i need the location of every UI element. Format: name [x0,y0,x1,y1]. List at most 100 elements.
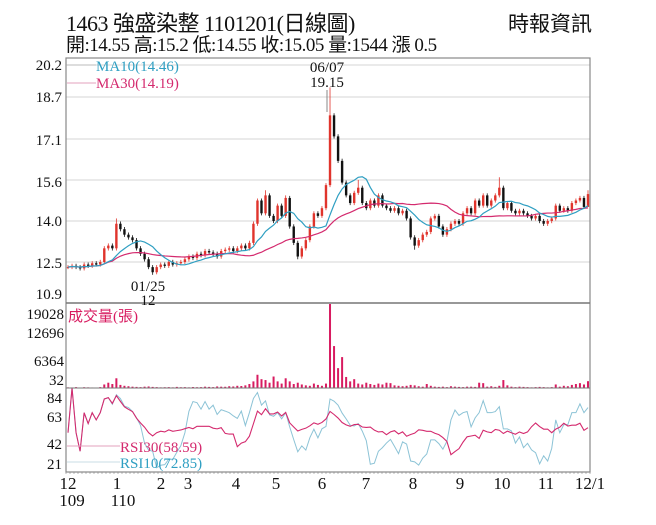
candle-body [405,210,408,219]
ma30-line [67,202,589,268]
volume-bar [498,385,501,388]
volume-bar [482,383,485,388]
x-tick-month: 2 [157,474,166,493]
volume-bar [333,346,336,388]
candle-body [578,197,582,201]
candle-body [381,195,384,206]
volume-bar [127,386,130,388]
volume-bar [107,382,110,388]
candle-body [546,221,549,224]
volume-bar [437,386,440,388]
candle-body [151,267,154,273]
candle-body [199,253,203,256]
volume-bar [341,357,344,388]
volume-bar [369,384,372,388]
candle-body [461,213,465,224]
x-tick-month: 12 [60,474,77,493]
volume-bar [308,385,311,388]
volume-bar [103,384,106,388]
candle-body [155,267,158,273]
volume-bar [425,384,428,388]
volume-bar [554,384,557,388]
price-tick: 10.9 [36,287,62,303]
candle-body [179,262,183,264]
volume-bar [474,386,477,388]
volume-bar [236,385,239,388]
candle-body [393,208,396,211]
volume-bar [276,381,279,388]
price-tick: 12.5 [36,256,62,272]
rsi-tick: 21 [47,457,62,473]
candle-body [502,187,505,209]
volume-bar [381,384,384,388]
price-tick: 15.6 [36,175,63,191]
volume-bar [244,385,247,388]
volume-bar [494,386,497,388]
volume-bar [204,386,207,388]
candle-body [401,210,404,214]
volume-bar [349,381,352,388]
rsi30-line [67,387,589,456]
x-tick-month: 4 [232,474,241,493]
candle-body [203,251,207,256]
rsi-lines [67,387,589,469]
chart-title: 1463 強盛染整 1101201(日線圖) [66,11,355,36]
candle-body [127,234,130,238]
panel-frames [65,57,591,474]
high-annotation-date: 06/07 [310,60,345,76]
candle-body [421,234,424,241]
volume-bar [284,378,287,388]
volume-bar [538,386,541,388]
candle-body [514,210,517,214]
candle-body [506,203,509,209]
candle-body [534,215,537,219]
candle-body [336,136,340,161]
candle-body [324,185,328,209]
candle-body [457,221,461,224]
volume-bar [175,386,178,388]
candle-body [570,203,574,211]
candle-body [477,200,481,206]
volume-bar [143,386,146,388]
candlesticks [66,87,590,275]
volume-bar [264,380,267,388]
candle-body [542,221,545,224]
candle-body [433,215,437,219]
volume-bar [300,384,303,388]
candle-body [490,200,493,206]
candle-body [538,215,541,221]
candle-body [377,195,380,206]
candle-body [143,253,146,260]
candle-body [530,215,533,219]
candle-body [272,215,275,221]
candle-body [159,264,162,268]
candle-body [558,205,561,211]
volume-bar [401,386,404,388]
candle-body [86,264,90,266]
candle-body [453,221,457,224]
candle-body [183,259,187,262]
rsi30-legend: RSI30(58.59) [120,440,202,456]
x-tick-month: 1 [113,474,122,493]
volume-bar [458,386,461,388]
volume-bar [216,386,219,388]
volume-bar [405,385,408,388]
candle-body [123,229,126,235]
candle-body [361,187,364,204]
volume-bar [353,379,356,388]
candle-body [481,195,485,206]
candle-body [373,200,376,206]
volume-bar [478,382,481,388]
x-tick-month: 3 [184,474,193,493]
candle-body [260,200,263,214]
volume-tick: 12696 [27,326,65,342]
candle-body [252,223,255,243]
volume-bar [433,386,436,388]
candle-body [78,267,82,269]
candle-body [103,248,106,262]
volume-bar [562,385,565,388]
rsi10-legend: RSI10(72.85) [120,456,202,472]
candle-body [486,195,489,206]
candle-body [582,197,586,207]
volume-bar [578,383,581,388]
